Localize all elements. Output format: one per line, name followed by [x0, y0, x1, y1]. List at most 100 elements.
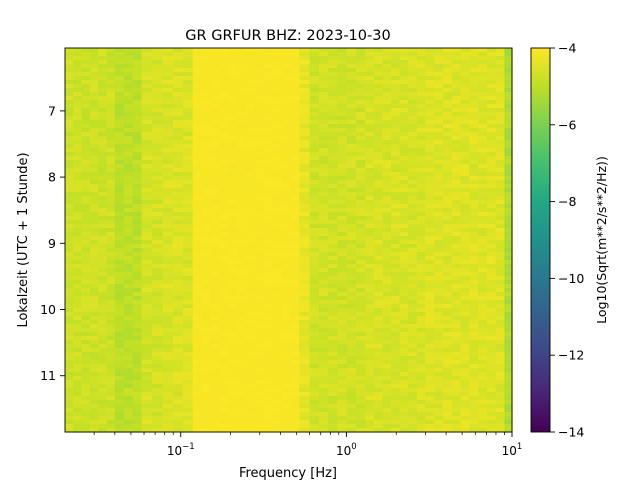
heatmap-cell — [152, 376, 164, 381]
heatmap-cell — [290, 376, 300, 381]
heatmap-cell — [309, 372, 320, 377]
heatmap-cell — [237, 180, 247, 185]
heatmap-cell — [73, 164, 83, 169]
heatmap-cell — [132, 212, 143, 217]
heatmap-cell — [495, 360, 506, 365]
heatmap-cell — [152, 156, 164, 161]
heatmap-cell — [73, 208, 83, 213]
heatmap-cell — [123, 380, 134, 385]
heatmap-cell — [132, 260, 143, 265]
heatmap-cell — [201, 88, 212, 93]
heatmap-cell — [114, 284, 125, 289]
heatmap-cell — [123, 152, 134, 157]
heatmap-cell — [219, 92, 229, 97]
heatmap-cell — [486, 156, 497, 161]
heatmap-cell — [486, 312, 497, 317]
heatmap-cell — [408, 360, 418, 365]
heatmap-cell — [89, 124, 99, 129]
heatmap-cell — [65, 112, 74, 117]
heatmap-cell — [263, 208, 274, 213]
heatmap-cell — [309, 124, 320, 129]
heatmap-cell — [365, 352, 375, 357]
heatmap-cell — [201, 264, 212, 269]
heatmap-cell — [442, 408, 453, 413]
heatmap-cell — [328, 276, 339, 281]
heatmap-cell — [495, 288, 506, 293]
heatmap-cell — [486, 240, 497, 245]
heatmap-cell — [89, 216, 99, 221]
heatmap-cell — [495, 84, 506, 89]
heatmap-cell — [355, 92, 366, 97]
heatmap-cell — [399, 180, 409, 185]
heatmap-cell — [123, 108, 134, 113]
heatmap-cell — [299, 384, 311, 389]
heatmap-cell — [182, 188, 194, 193]
heatmap-cell — [309, 168, 320, 173]
heatmap-cell — [106, 408, 116, 413]
heatmap-cell — [434, 104, 444, 109]
heatmap-cell — [254, 388, 265, 393]
heatmap-cell — [210, 172, 220, 177]
heatmap-cell — [281, 128, 292, 133]
heatmap-cell — [73, 276, 83, 281]
heatmap-cell — [495, 240, 506, 245]
heatmap-cell — [442, 112, 453, 117]
heatmap-cell — [391, 252, 401, 257]
heatmap-cell — [486, 392, 497, 397]
heatmap-cell — [123, 212, 134, 217]
heatmap-cell — [382, 232, 392, 237]
heatmap-cell — [309, 248, 320, 253]
heatmap-cell — [65, 160, 74, 165]
heatmap-cell — [89, 128, 99, 133]
heatmap-cell — [416, 208, 426, 213]
heatmap-cell — [89, 152, 99, 157]
heatmap-cell — [281, 108, 292, 113]
heatmap-cell — [123, 200, 134, 205]
heatmap-cell — [346, 144, 357, 149]
heatmap-cell — [237, 248, 247, 253]
heatmap-cell — [495, 396, 506, 401]
heatmap-cell — [182, 340, 194, 345]
heatmap-cell — [495, 352, 506, 357]
heatmap-cell — [123, 324, 134, 329]
heatmap-cell — [469, 116, 479, 121]
heatmap-cell — [425, 328, 435, 333]
heatmap-cell — [132, 328, 143, 333]
heatmap-cell — [172, 232, 184, 237]
heatmap-cell — [98, 136, 108, 141]
heatmap-cell — [98, 220, 108, 225]
heatmap-cell — [346, 120, 357, 125]
heatmap-cell — [106, 52, 116, 57]
heatmap-cell — [399, 364, 409, 369]
heatmap-cell — [299, 372, 311, 377]
heatmap-cell — [399, 384, 409, 389]
heatmap-cell — [219, 404, 229, 409]
heatmap-cell — [365, 88, 375, 93]
heatmap-cell — [299, 164, 311, 169]
heatmap-cell — [355, 144, 366, 149]
heatmap-cell — [328, 288, 339, 293]
heatmap-cell — [495, 380, 506, 385]
heatmap-cell — [318, 288, 329, 293]
heatmap-cell — [201, 232, 212, 237]
heatmap-cell — [114, 396, 125, 401]
heatmap-cell — [442, 224, 453, 229]
heatmap-cell — [408, 248, 418, 253]
heatmap-cell — [328, 296, 339, 301]
heatmap-cell — [318, 80, 329, 85]
heatmap-cell — [89, 224, 99, 229]
heatmap-cell — [486, 184, 497, 189]
heatmap-cell — [123, 412, 134, 417]
heatmap-cell — [451, 112, 462, 117]
heatmap-cell — [65, 404, 74, 409]
heatmap-cell — [391, 332, 401, 337]
heatmap-cell — [246, 208, 256, 213]
heatmap-cell — [281, 308, 292, 313]
heatmap-cell — [254, 332, 265, 337]
heatmap-cell — [263, 192, 274, 197]
heatmap-cell — [219, 84, 229, 89]
heatmap-cell — [246, 428, 256, 433]
heatmap-cell — [373, 132, 384, 137]
heatmap-cell — [299, 420, 311, 425]
heatmap-cell — [434, 412, 444, 417]
